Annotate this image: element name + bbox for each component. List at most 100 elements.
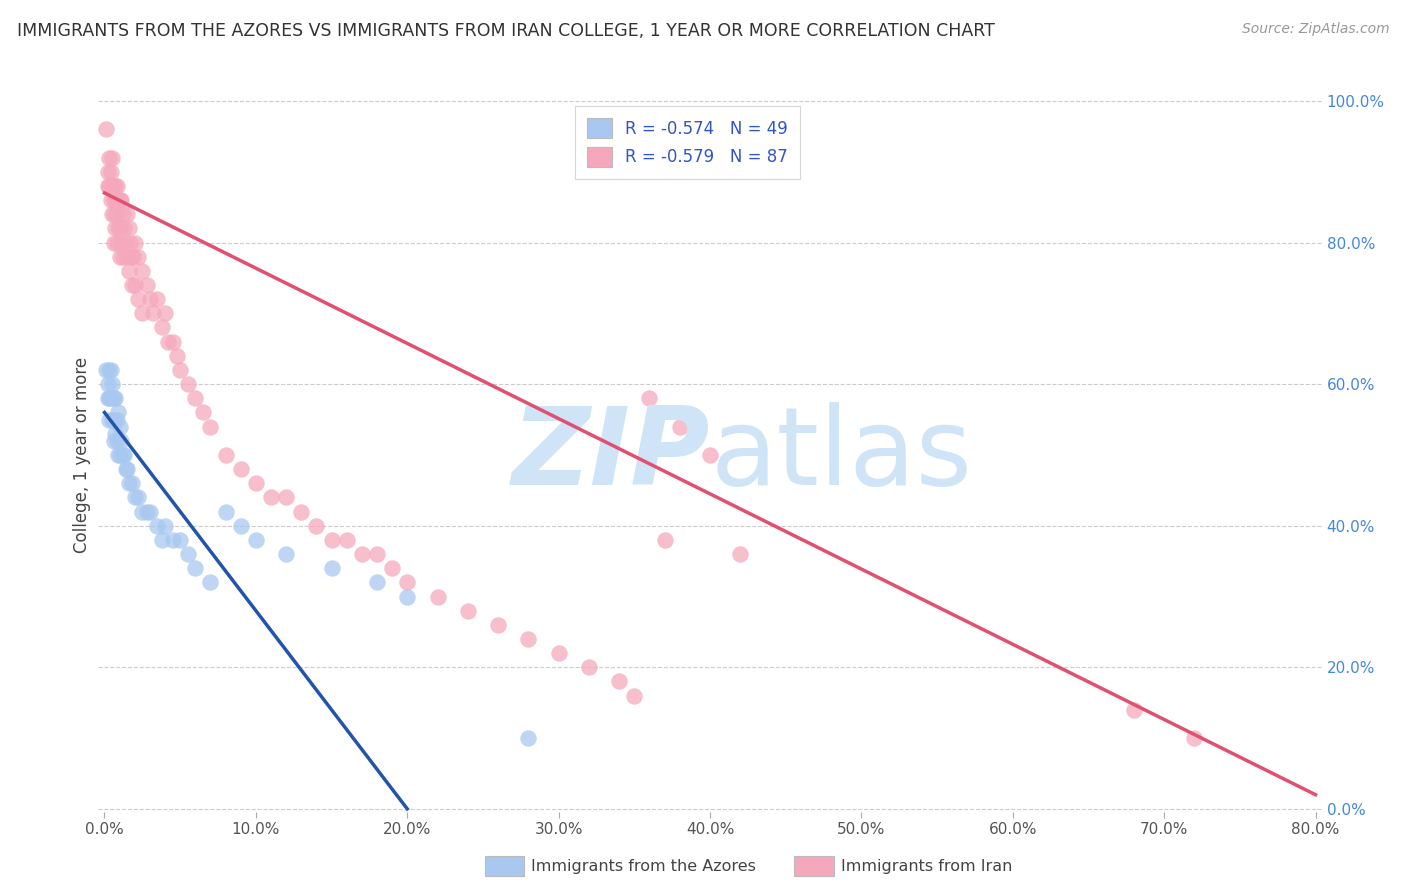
Point — [101, 412, 124, 426]
Point — [200, 419, 222, 434]
Point — [112, 448, 135, 462]
Text: IMMIGRANTS FROM THE AZORES VS IMMIGRANTS FROM IRAN COLLEGE, 1 YEAR OR MORE CORRE: IMMIGRANTS FROM THE AZORES VS IMMIGRANTS… — [17, 22, 995, 40]
Point — [146, 292, 169, 306]
Point — [118, 476, 141, 491]
Point — [153, 306, 176, 320]
Point — [131, 306, 153, 320]
Point — [118, 264, 141, 278]
Point — [105, 235, 128, 250]
Point — [96, 178, 118, 193]
Point — [108, 250, 131, 264]
Point — [229, 462, 252, 476]
Point — [139, 504, 162, 518]
Point — [107, 193, 129, 207]
Point — [114, 235, 136, 250]
Point — [139, 292, 162, 306]
Point — [101, 207, 124, 221]
Point — [103, 412, 125, 426]
Point — [108, 193, 131, 207]
Point — [276, 491, 298, 505]
Point — [124, 491, 146, 505]
Point — [169, 533, 191, 547]
Point — [94, 122, 117, 136]
Point — [214, 448, 236, 462]
Point — [730, 547, 752, 561]
Point — [184, 561, 207, 575]
Point — [547, 646, 569, 660]
Point — [426, 590, 449, 604]
Point — [122, 250, 145, 264]
Point — [103, 193, 125, 207]
Point — [111, 448, 134, 462]
Point — [115, 462, 138, 476]
Point — [142, 306, 165, 320]
Point — [98, 392, 121, 406]
Point — [260, 491, 283, 505]
Point — [486, 617, 509, 632]
Point — [98, 151, 121, 165]
Point — [103, 434, 125, 448]
Point — [104, 392, 127, 406]
Point — [350, 547, 373, 561]
Point — [100, 363, 122, 377]
Point — [101, 178, 124, 193]
Point — [214, 504, 236, 518]
Point — [101, 151, 124, 165]
Point — [107, 221, 129, 235]
Text: Immigrants from the Azores: Immigrants from the Azores — [531, 859, 756, 873]
Text: ZIP: ZIP — [512, 402, 710, 508]
Point — [135, 278, 157, 293]
Point — [1184, 731, 1206, 745]
Point — [105, 434, 128, 448]
Point — [103, 235, 125, 250]
Point — [127, 292, 149, 306]
Text: atlas: atlas — [710, 402, 972, 508]
Point — [104, 426, 127, 441]
Point — [94, 363, 117, 377]
Point — [108, 221, 131, 235]
Point — [103, 207, 125, 221]
Point — [517, 731, 540, 745]
Point — [162, 533, 184, 547]
Point — [101, 377, 124, 392]
Point — [229, 518, 252, 533]
Point — [104, 178, 127, 193]
Y-axis label: College, 1 year or more: College, 1 year or more — [73, 357, 91, 553]
Point — [127, 250, 149, 264]
Point — [654, 533, 676, 547]
Point — [127, 491, 149, 505]
Point — [110, 193, 132, 207]
Point — [111, 250, 134, 264]
Point — [107, 448, 129, 462]
Point — [336, 533, 359, 547]
Point — [120, 235, 142, 250]
Point — [124, 235, 146, 250]
Text: Immigrants from Iran: Immigrants from Iran — [841, 859, 1012, 873]
Point — [366, 575, 388, 590]
Point — [184, 392, 207, 406]
Point — [191, 405, 214, 419]
Point — [107, 405, 129, 419]
Point — [305, 518, 328, 533]
Point — [105, 412, 128, 426]
Point — [115, 207, 138, 221]
Point — [114, 462, 136, 476]
Point — [103, 392, 125, 406]
Point — [96, 392, 118, 406]
Point — [638, 392, 661, 406]
Point — [110, 434, 132, 448]
Point — [457, 604, 479, 618]
Point — [276, 547, 298, 561]
Point — [104, 193, 127, 207]
Point — [169, 363, 191, 377]
Point — [108, 448, 131, 462]
Point — [1122, 703, 1144, 717]
Point — [177, 547, 200, 561]
Point — [96, 377, 118, 392]
Point — [200, 575, 222, 590]
Text: Source: ZipAtlas.com: Source: ZipAtlas.com — [1241, 22, 1389, 37]
Point — [245, 533, 267, 547]
Point — [110, 235, 132, 250]
Point — [108, 419, 131, 434]
Point — [121, 476, 143, 491]
